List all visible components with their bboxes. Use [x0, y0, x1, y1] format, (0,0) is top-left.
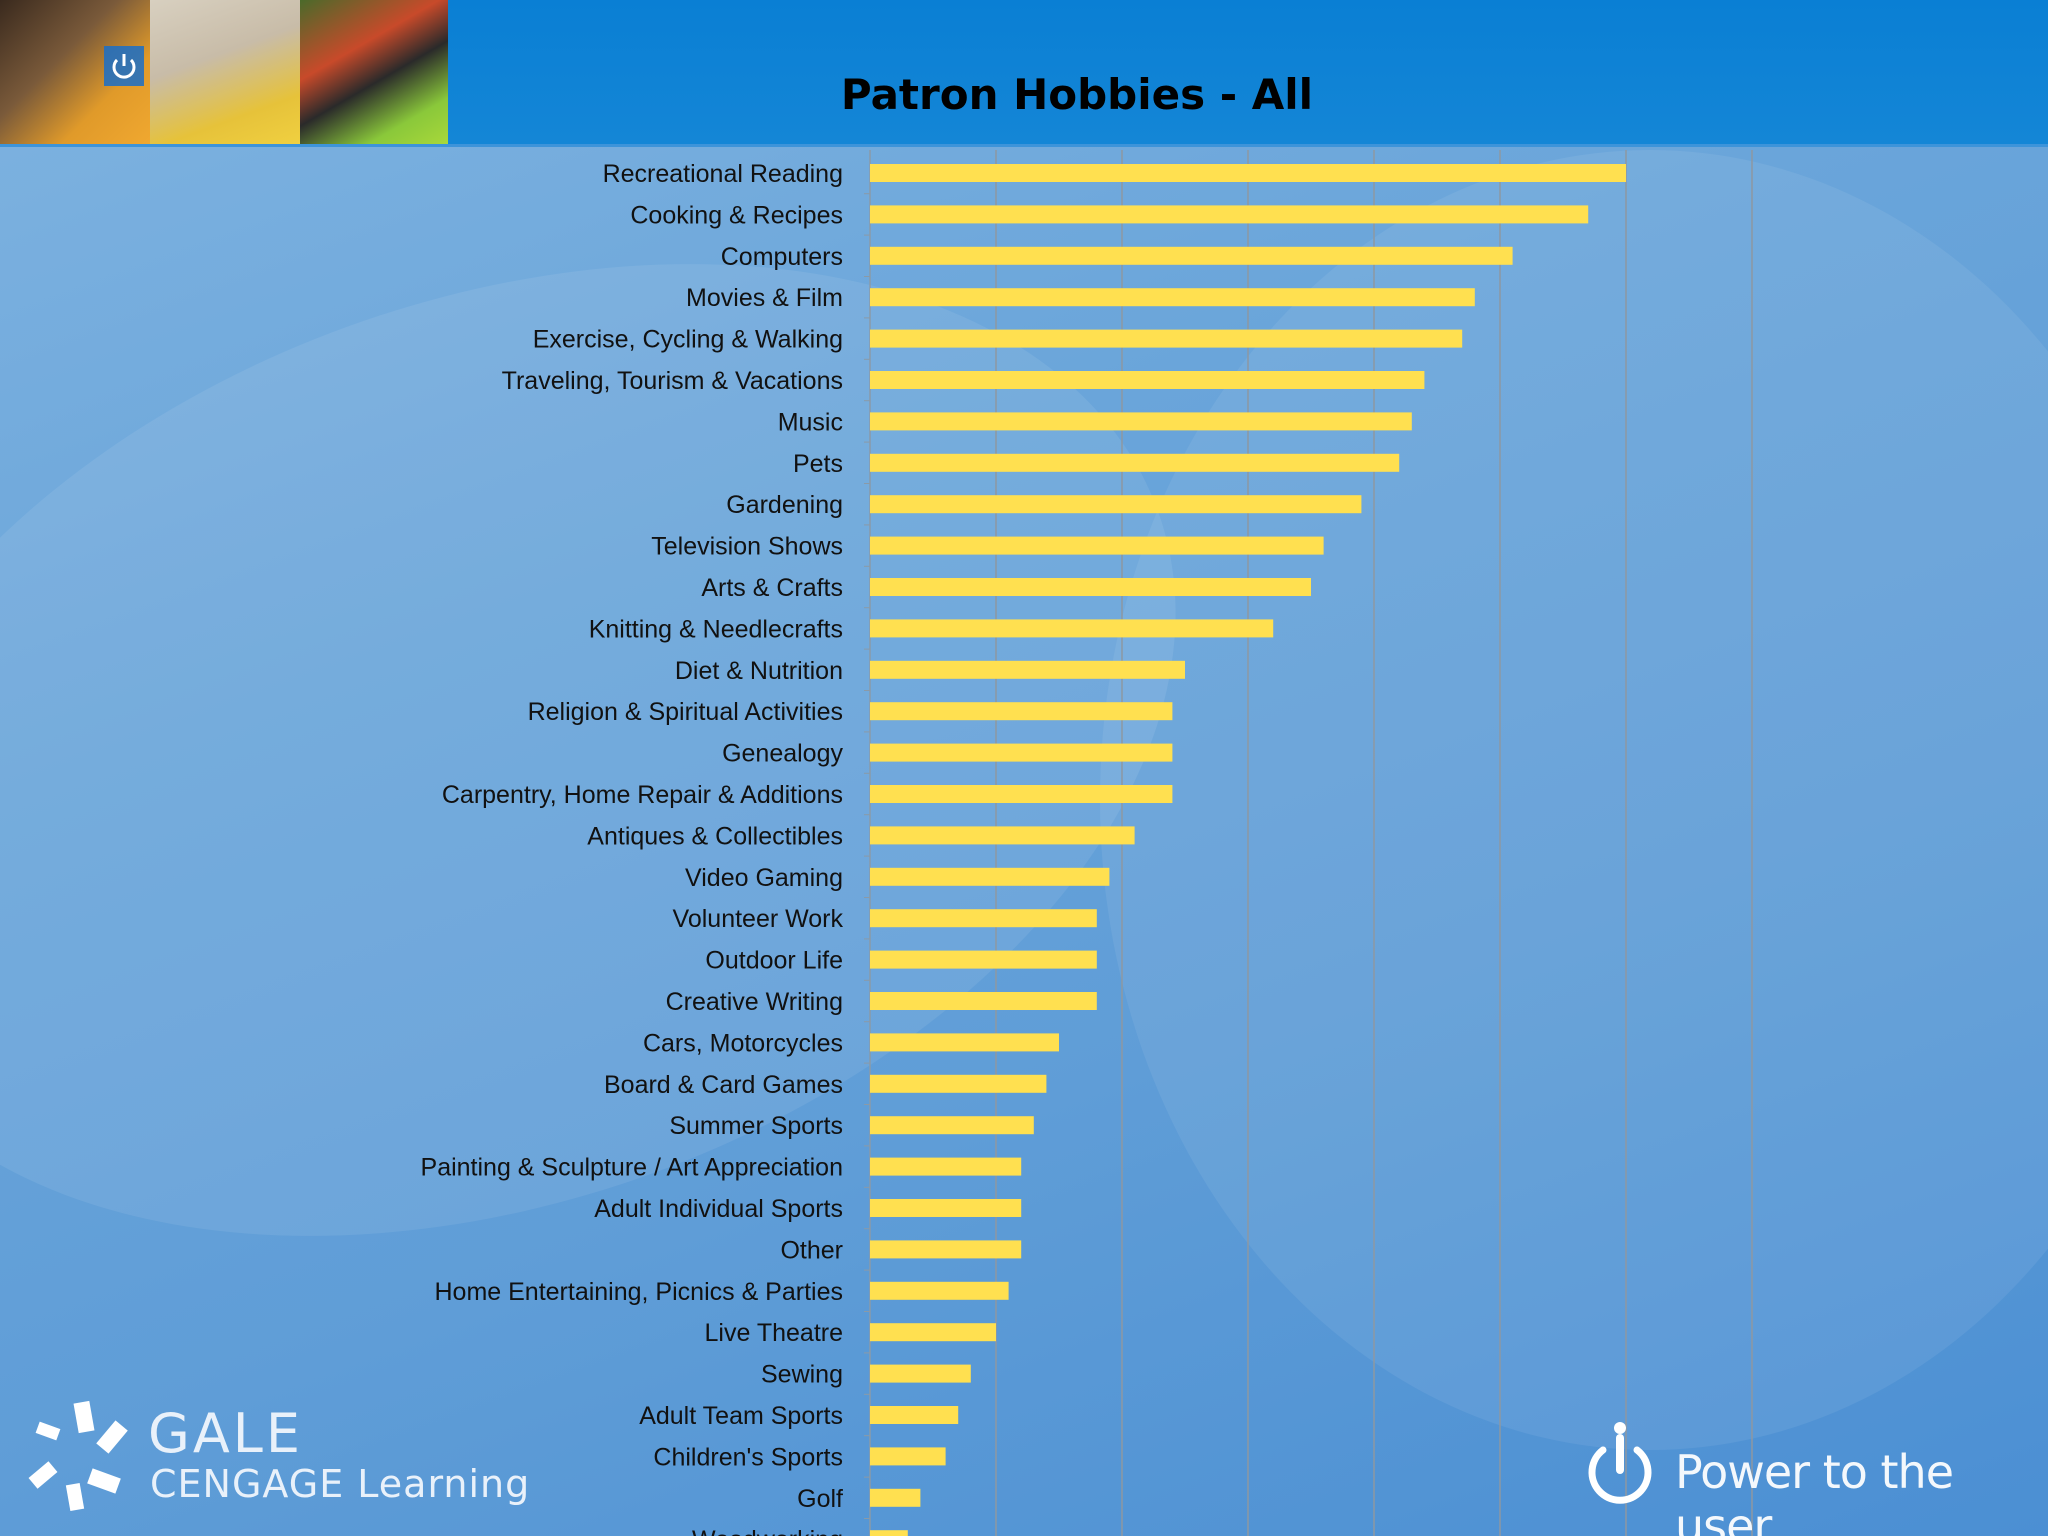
- chart-category-label: Knitting & Needlecrafts: [589, 615, 843, 643]
- chart-bar: [870, 371, 1425, 389]
- chart-category-label: Adult Individual Sports: [594, 1195, 843, 1223]
- power-icon: [104, 46, 144, 86]
- chart-bar: [870, 578, 1311, 596]
- chart-bar: [870, 1488, 921, 1507]
- chart-bar: [870, 1447, 946, 1466]
- chart-bar: [870, 660, 1185, 679]
- gale-wordmark: GALE: [148, 1402, 303, 1465]
- chart-bar: [870, 1033, 1059, 1052]
- chart-category-label: Adult Team Sports: [639, 1402, 843, 1430]
- photo-child-reading: [300, 0, 448, 144]
- chart-category-label: Cars, Motorcycles: [643, 1029, 843, 1057]
- chart-bar: [870, 826, 1135, 845]
- chart-bar: [870, 1530, 908, 1536]
- chart-bar: [870, 246, 1513, 265]
- chart-bar: [870, 1199, 1022, 1217]
- chart-bar: [870, 329, 1463, 348]
- chart-category-label: Gardening: [726, 491, 843, 519]
- chart-category-label: Pets: [793, 450, 843, 478]
- chart-bar: [870, 909, 1097, 928]
- chart-bar: [870, 164, 1626, 182]
- gale-starburst-icon: [28, 1400, 128, 1512]
- chart-category-label: Religion & Spiritual Activities: [528, 698, 843, 726]
- chart-bar: [870, 536, 1324, 555]
- chart-category-label: Board & Card Games: [604, 1071, 843, 1099]
- chart-category-label: Diet & Nutrition: [675, 657, 843, 685]
- chart-category-label: Painting & Sculpture / Art Appreciation: [421, 1154, 843, 1182]
- chart-category-label: Exercise, Cycling & Walking: [533, 326, 843, 354]
- chart-category-label: Recreational Reading: [603, 160, 843, 188]
- chart-category-label: Woodworking: [692, 1526, 843, 1536]
- photo-hands-on-keyboard: [150, 0, 300, 144]
- chart-category-label: Television Shows: [651, 533, 843, 561]
- power-button-icon: [1588, 1422, 1652, 1504]
- chart-category-label: Cooking & Recipes: [630, 201, 843, 229]
- chart-category-label: Children's Sports: [653, 1443, 843, 1471]
- chart-bar: [870, 702, 1173, 721]
- chart-category-label: Other: [780, 1236, 843, 1264]
- chart-category-label: Sewing: [761, 1361, 843, 1389]
- chart-bars: [870, 164, 1626, 1536]
- chart-title: Patron Hobbies - All: [840, 70, 1314, 119]
- chart-bar: [870, 453, 1400, 472]
- chart-bar: [870, 205, 1589, 224]
- chart-bar: [870, 1323, 996, 1342]
- cengage-learning-wordmark: CENGAGE Learning: [150, 1462, 531, 1506]
- chart-category-label: Live Theatre: [704, 1319, 843, 1347]
- chart-bar: [870, 950, 1097, 969]
- chart-category-label: Music: [778, 408, 843, 436]
- chart-bar: [870, 1157, 1022, 1176]
- chart-category-label: Summer Sports: [669, 1112, 843, 1140]
- chart-bar: [870, 1364, 971, 1383]
- chart-bar: [870, 992, 1097, 1010]
- chart-bar: [870, 412, 1412, 431]
- chart-bar: [870, 1406, 959, 1424]
- chart-bar: [870, 1116, 1034, 1135]
- chart-bar: [870, 1240, 1022, 1259]
- chart-bar: [870, 619, 1274, 638]
- chart-bar: [870, 1281, 1009, 1300]
- chart-category-label: Antiques & Collectibles: [587, 822, 843, 850]
- chart-category-label: Genealogy: [722, 740, 843, 768]
- chart-category-labels: Recreational Reading Cooking & Recipes Com…: [421, 160, 844, 1536]
- chart-category-label: Creative Writing: [666, 988, 843, 1016]
- chart-category-label: Carpentry, Home Repair & Additions: [442, 781, 843, 809]
- chart-category-label: Computers: [721, 243, 843, 271]
- power-to-the-user-tagline: Power to the user: [1675, 1445, 1954, 1536]
- chart-category-label: Traveling, Tourism & Vacations: [502, 367, 843, 395]
- background-swoosh: [1100, 150, 2048, 1450]
- chart-category-label: Golf: [797, 1485, 843, 1513]
- chart-category-label: Home Entertaining, Picnics & Parties: [434, 1278, 843, 1306]
- chart-bar: [870, 288, 1475, 307]
- chart-bar: [870, 495, 1362, 514]
- chart-category-label: Arts & Crafts: [701, 574, 843, 602]
- chart-category-label: Video Gaming: [685, 864, 843, 892]
- chart-bar: [870, 1074, 1047, 1093]
- chart-bar: [870, 743, 1173, 762]
- header-photo-strip: [0, 0, 448, 144]
- chart-category-label: Outdoor Life: [705, 947, 843, 975]
- header-band: [0, 0, 2048, 147]
- chart-category-label: Movies & Film: [686, 284, 843, 312]
- chart-category-label: Volunteer Work: [673, 905, 844, 933]
- chart-bar: [870, 867, 1110, 886]
- chart-bar: [870, 785, 1173, 803]
